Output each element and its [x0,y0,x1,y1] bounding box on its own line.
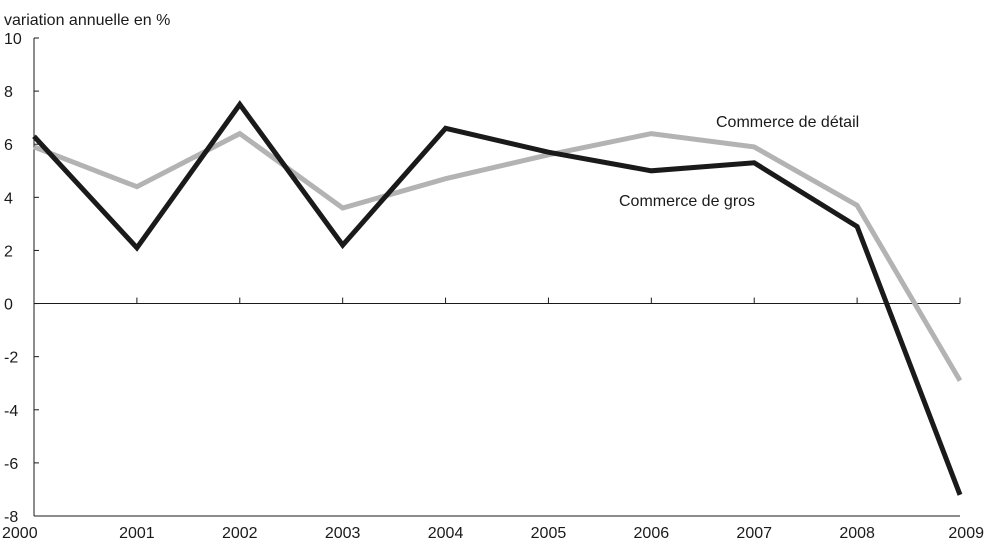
series-label-wholesale: Commerce de gros [619,193,755,210]
axes [33,37,961,517]
y-tick-label: 0 [4,297,13,314]
y-tick-label: 6 [4,137,13,154]
y-tick-label: -4 [4,403,18,420]
series-line-retail [33,130,963,382]
x-tick-label: 2007 [736,525,772,542]
y-tick-label: -6 [4,456,18,473]
x-tick-label: 2005 [531,525,567,542]
x-tick-label: 2009 [948,525,984,542]
y-tick-label: 4 [4,190,13,207]
y-tick-label: 10 [4,31,22,48]
x-tick-label: 2000 [2,525,38,542]
y-tick-label: -8 [4,509,18,526]
x-tick-label: 2004 [428,525,464,542]
x-tick-label: 2008 [839,525,875,542]
y-tick-label: -2 [4,350,18,367]
x-tick-label: 2001 [119,525,155,542]
series-lines [32,100,963,496]
x-tick-label: 2002 [222,525,258,542]
x-tick-label: 2006 [634,525,670,542]
x-tick-labels: 2000 2001 2002 2003 2004 2005 2006 2007 2008 2009 [2,525,984,542]
x-tick-label: 2003 [325,525,361,542]
y-tick-labels: 10 8 6 4 2 0 -2 -4 -6 -8 [4,31,22,526]
series-label-retail: Commerce de détail [716,114,859,131]
y-tick-label: 8 [4,84,13,101]
y-axis-title: variation annuelle en % [4,12,170,29]
series-line-wholesale [32,100,963,496]
y-tick-label: 2 [4,243,13,260]
